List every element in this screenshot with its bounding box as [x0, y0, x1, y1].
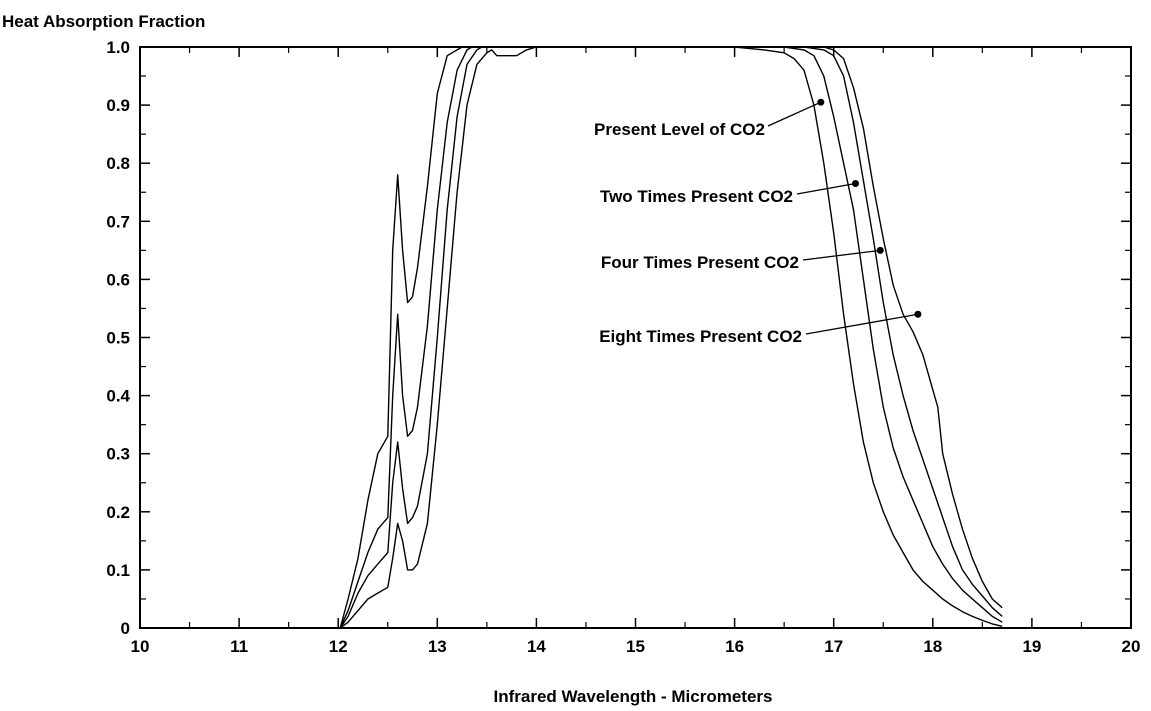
annotation-label: Two Times Present CO2: [600, 187, 793, 206]
x-tick-label: 11: [230, 637, 248, 656]
annotation-dot: [817, 98, 825, 106]
annotation-label: Eight Times Present CO2: [599, 327, 802, 346]
y-tick-label: 0.5: [106, 329, 130, 348]
y-tick-label: 0.1: [106, 561, 130, 580]
annotation-leader: [767, 101, 822, 127]
annotations-layer: Present Level of CO2 Two Times Present CO…: [594, 98, 922, 346]
y-tick-label: 0.9: [106, 96, 130, 115]
annotation-dot: [914, 310, 922, 318]
y-tick-label: 1.0: [106, 38, 130, 57]
annotation-dot: [876, 246, 884, 254]
annotation-leader: [805, 313, 919, 335]
series-layer: [339, 46, 1003, 629]
annotation-dot: [852, 180, 860, 188]
annotation-leader: [802, 249, 881, 261]
x-tick-label: 10: [131, 637, 150, 656]
y-tick-label: 0.6: [106, 270, 130, 289]
x-tick-label: 19: [1022, 637, 1041, 656]
x-axis-title: Infrared Wavelength - Micrometers: [494, 687, 773, 706]
x-tick-label: 15: [626, 637, 645, 656]
annotation-leader: [796, 182, 856, 195]
ticks-layer: 10 11 12 13 14 15 16 17 18 19 20 0 0.1 0.2 0.3 0.4 0.5 0.…: [106, 38, 1140, 656]
x-tick-label: 18: [923, 637, 942, 656]
x-tick-label: 17: [824, 637, 843, 656]
annotation-label: Present Level of CO2: [594, 120, 765, 139]
x-tick-label: 12: [329, 637, 348, 656]
y-tick-label: 0.4: [106, 387, 130, 406]
y-tick-label: 0.7: [106, 212, 130, 231]
x-tick-label: 13: [428, 637, 447, 656]
x-tick-label: 20: [1122, 637, 1141, 656]
x-tick-label: 14: [527, 637, 546, 656]
y-tick-label: 0.3: [106, 445, 130, 464]
y-axis-title: Heat Absorption Fraction: [2, 12, 205, 31]
y-tick-label: 0.2: [106, 503, 130, 522]
y-tick-label: 0: [121, 619, 130, 638]
annotation-label: Four Times Present CO2: [601, 253, 799, 272]
series-line-4: [339, 46, 1003, 629]
y-tick-label: 0.8: [106, 154, 130, 173]
x-tick-label: 16: [725, 637, 744, 656]
